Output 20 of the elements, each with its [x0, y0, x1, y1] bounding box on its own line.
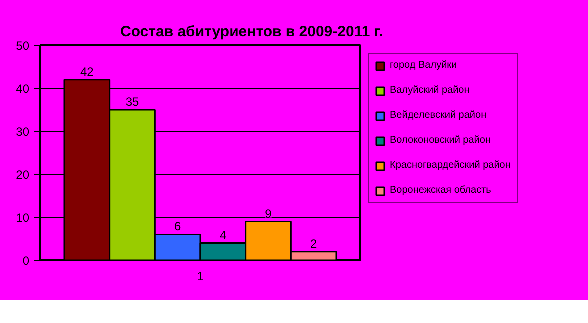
y-tick-label: 10	[16, 211, 30, 225]
y-tick-label: 20	[16, 168, 30, 182]
data-label: 35	[126, 95, 140, 109]
legend-label: Красногвардейский район	[390, 160, 511, 171]
data-label: 42	[80, 64, 94, 79]
legend-label: Валуйский район	[390, 85, 470, 96]
legend-label: Вейделевский район	[390, 110, 487, 121]
data-label: 9	[265, 206, 272, 221]
legend-label: город Валуйки	[390, 60, 458, 71]
data-label: 6	[174, 220, 182, 234]
data-label: 2	[310, 236, 318, 251]
legend-label: Воронежская область	[390, 185, 492, 196]
data-label: 4	[220, 228, 227, 242]
x-tick-label: 1	[197, 270, 204, 284]
chart-title: Состав абитуриентов в 2009-2011 г.	[120, 24, 384, 40]
legend-label: Волоконовский район	[390, 135, 491, 146]
y-tick-label: 40	[16, 82, 30, 96]
y-tick-label: 50	[16, 39, 30, 53]
y-tick-label: 0	[22, 254, 30, 268]
y-tick-label: 30	[16, 125, 30, 139]
